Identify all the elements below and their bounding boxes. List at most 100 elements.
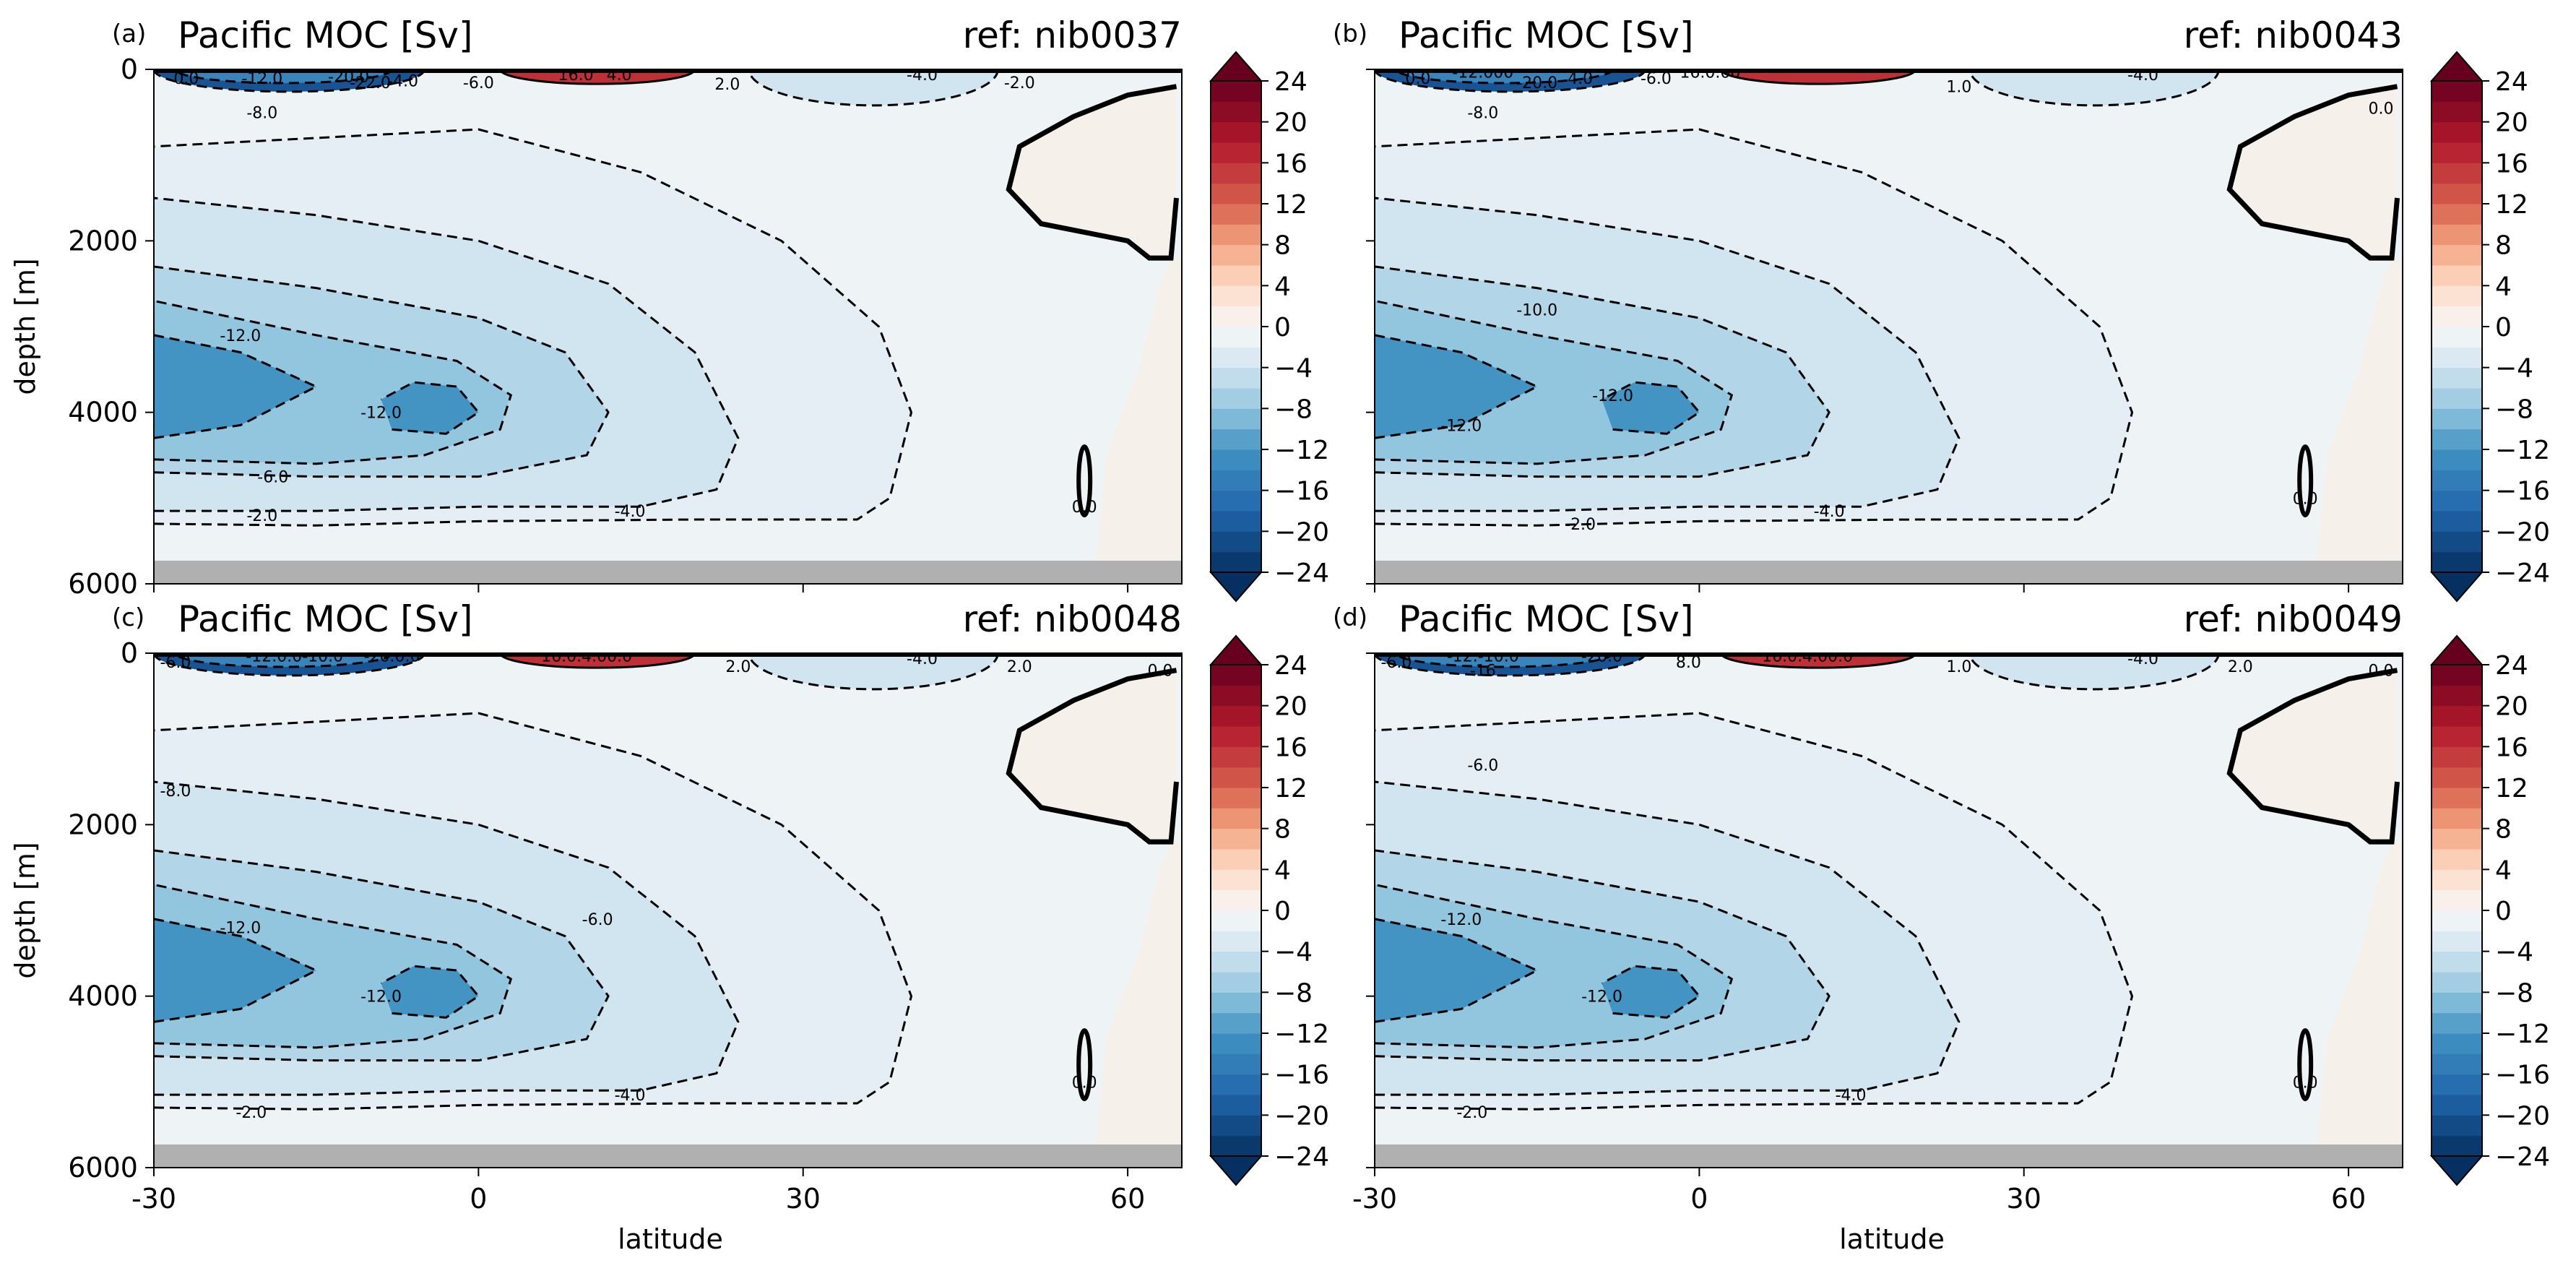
y-tick-label-1: 2000 [68,809,138,840]
colorbar-level-8 [1211,388,1261,409]
moc-contour-line-5 [1601,381,1701,435]
contour-label-5: 16.0.4.00.0 [1762,648,1853,666]
colorbar-tick-label-5: 4 [1274,272,1291,301]
zero-contour-small [2297,444,2314,518]
colorbar-level-7 [1211,992,1261,1014]
contour-label-17: 0.0 [1072,499,1097,517]
colorbar-level-16 [2432,224,2482,246]
contour-label-14: -4.0 [1814,503,1845,521]
shallow-cell-2 [1719,653,1917,669]
colorbar-level-16 [2432,808,2482,829]
x-tick-label-3: 60 [1110,1183,1145,1215]
land-mask [2316,258,2403,584]
contour-label-7: 2.0 [714,76,740,94]
colorbar-tick-label-0: 24 [2495,651,2528,681]
colorbar-level-4 [1211,1053,1261,1075]
contour-label-1: -20.0 [328,68,369,86]
colorbar-tick-label-6: 0 [2495,897,2512,926]
colorbar-tick-label-5: 4 [2495,855,2512,885]
moc-contour-line-3 [1375,883,1734,1049]
bottom-mask [1375,560,2403,584]
colorbar-level-8 [1211,972,1261,993]
contour-label-11: -12.0 [1592,387,1633,405]
y-axis-label: depth [m] [9,258,41,395]
colorbar-level-20 [1211,142,1261,163]
contour-label-3: -4.0 [387,72,418,90]
colorbar-tick-label-1: 20 [2495,108,2528,138]
contour-label-5: 1.0 [1946,79,1971,97]
contour-label-7: 0.0 [1405,70,1430,88]
colorbar-tick-label-6: 0 [1274,313,1291,342]
panel-0: -12.0 -20.0-22.0-4.0 -6.0 16.0 4.02.0-4.0 -2.… [9,14,1329,603]
contour-label-1: -16 [1470,663,1496,681]
colorbar-level-17 [1211,204,1261,225]
y-tick-label-3: 6000 [68,568,138,600]
colorbar-level-8 [2432,972,2482,993]
contour-label-5: -4.0 [907,650,938,668]
colorbar-tick-label-12: −24 [1274,1142,1329,1172]
colorbar-level-1 [2432,531,2482,553]
moc-contour-line-2 [1375,265,1831,478]
plot-area: -12.000-20.0 4.0 -6.0 16.0.00 1.0 -4.0 0.0 -8.0… [1375,64,2403,584]
y-tick-label-2: 4000 [68,397,138,428]
colorbar-level-22 [1211,101,1261,123]
colorbar-level-23 [2432,81,2482,102]
moc-contour-line-0 [154,128,913,527]
moc-contour-line-5 [380,381,480,435]
colorbar-level-23 [1211,665,1261,686]
colorbar-level-13 [2432,285,2482,307]
colorbar-level-16 [1211,224,1261,246]
colorbar-level-17 [1211,788,1261,809]
colorbar-level-4 [1211,470,1261,491]
colorbar-level-11 [2432,327,2482,348]
colorbar-level-19 [1211,163,1261,184]
colorbar-level-23 [2432,665,2482,686]
colorbar-level-7 [2432,408,2482,430]
panel-title: Pacific MOC [Sv] [178,598,472,640]
zero-contour-loop [2226,668,2400,845]
colorbar-level-20 [2432,726,2482,747]
colorbar-extend-min [2429,1155,2484,1186]
contour-label-0: -12.000 [1452,64,1513,82]
bottom-xlabel-right: latitude [1839,1223,1945,1255]
colorbar-level-12 [1211,889,1261,911]
colorbar-level-0 [1211,551,1261,573]
colorbar-level-14 [2432,265,2482,286]
moc-band-4 [1375,918,1537,1022]
colorbar-level-11 [2432,910,2482,931]
colorbar-tick-label-0: 24 [1274,651,1308,681]
contour-label-2: -22.0 [350,74,391,92]
contour-label-16: -4.0 [615,503,646,521]
colorbar-level-8 [2432,388,2482,409]
colorbar-tick-label-4: 8 [1274,815,1291,845]
y-axis-label: depth [m] [9,842,41,978]
colorbar-level-5 [2432,449,2482,470]
moc-band-4 [1375,335,1537,439]
moc-contour-line-0 [1375,128,2134,527]
panels: -12.0 -20.0-22.0-4.0 -6.0 16.0 4.02.0-4.0 -2.… [9,14,2550,1215]
contour-label-6: -4.0 [2127,66,2158,85]
colorbar-level-23 [1211,81,1261,102]
moc-contour-line-2 [1375,849,1831,1062]
colorbar-level-17 [2432,788,2482,809]
shallow-cell-3 [748,653,999,691]
colorbar-tick-label-3: 12 [2495,774,2528,803]
colorbar-level-5 [1211,449,1261,470]
colorbar-level-15 [2432,244,2482,266]
colorbar-tick-label-9: −12 [1274,436,1329,465]
colorbar-tick-label-9: −12 [1274,1020,1329,1049]
land-mask [1095,258,1182,584]
colorbar-extend-max [1209,51,1263,82]
colorbar-tick-label-10: −16 [1274,1061,1329,1090]
bottom-mask [154,1144,1182,1168]
colorbar-level-12 [1211,306,1261,327]
contour-label-4: -6.0 [463,74,494,92]
contour-label-12: -12.0 [1581,988,1622,1006]
axes-frame [1374,652,2403,1168]
colorbar-tick-label-2: 16 [1274,733,1308,762]
colorbar-level-1 [1211,531,1261,553]
colorbar-tick-label-8: −8 [2495,978,2533,1008]
contour-label-11: -12.0 [1440,911,1482,929]
moc-contour-line-0 [154,712,913,1111]
colorbar-level-6 [1211,428,1261,450]
